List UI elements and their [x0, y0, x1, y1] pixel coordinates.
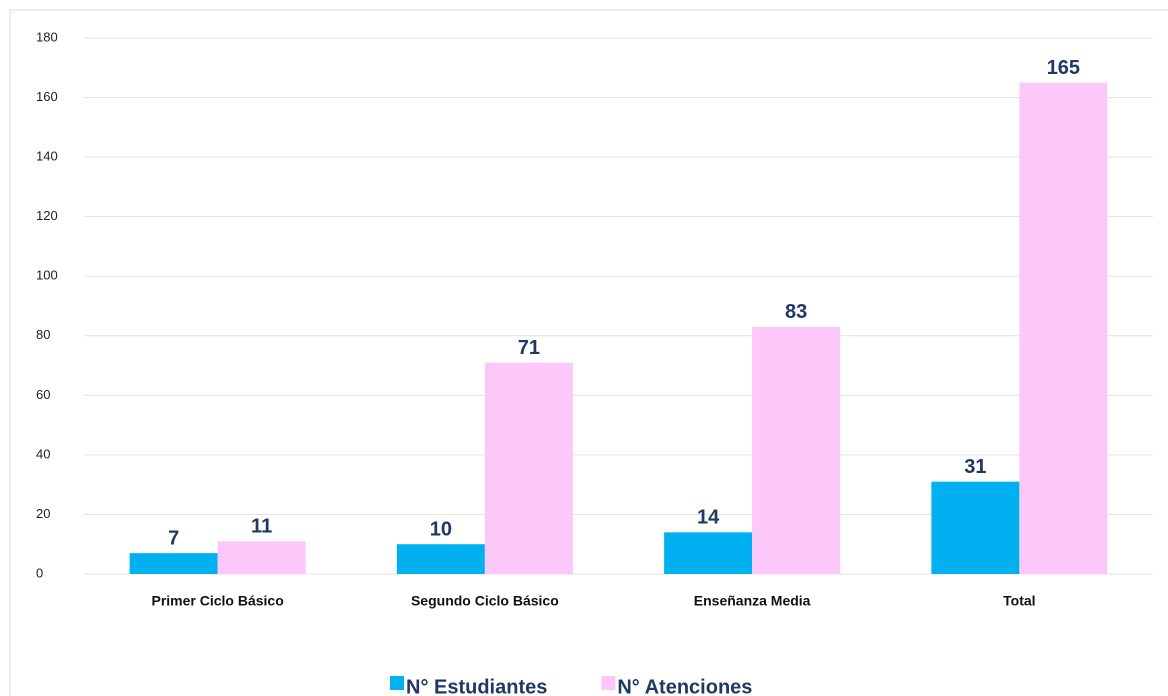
x-tick-label: Segundo Ciclo Básico	[411, 593, 559, 609]
bar	[484, 362, 573, 574]
data-label: 10	[430, 519, 452, 541]
legend-swatch	[390, 676, 404, 690]
y-tick-label: 120	[36, 208, 58, 223]
y-tick-label: 60	[36, 387, 50, 402]
chart-border	[9, 9, 1168, 696]
bar	[396, 544, 485, 574]
y-tick-label: 180	[36, 29, 58, 44]
bar	[217, 541, 306, 574]
data-label: 165	[1047, 57, 1080, 79]
bar	[931, 481, 1020, 574]
legend-label: N° Atenciones	[617, 676, 752, 696]
bar	[129, 553, 218, 574]
y-tick-label: 140	[36, 149, 58, 164]
data-label: 83	[785, 301, 807, 323]
x-tick-label: Total	[1003, 593, 1035, 609]
y-tick-label: 20	[36, 506, 50, 521]
data-label: 14	[697, 507, 720, 529]
legend-label: N° Estudiantes	[406, 676, 547, 696]
bar	[752, 326, 841, 574]
y-tick-label: 100	[36, 268, 58, 283]
y-tick-label: 160	[36, 89, 58, 104]
legend-swatch	[601, 676, 616, 690]
bar	[1019, 82, 1108, 575]
y-tick-label: 80	[36, 327, 50, 342]
x-tick-label: Enseñanza Media	[694, 593, 811, 609]
x-tick-label: Primer Ciclo Básico	[151, 593, 283, 609]
data-label: 71	[518, 337, 540, 359]
bar	[664, 532, 753, 574]
data-label: 11	[251, 516, 272, 538]
y-tick-label: 0	[36, 565, 43, 580]
y-tick-label: 40	[36, 446, 50, 461]
data-label: 31	[964, 456, 986, 478]
data-label: 7	[168, 527, 179, 549]
